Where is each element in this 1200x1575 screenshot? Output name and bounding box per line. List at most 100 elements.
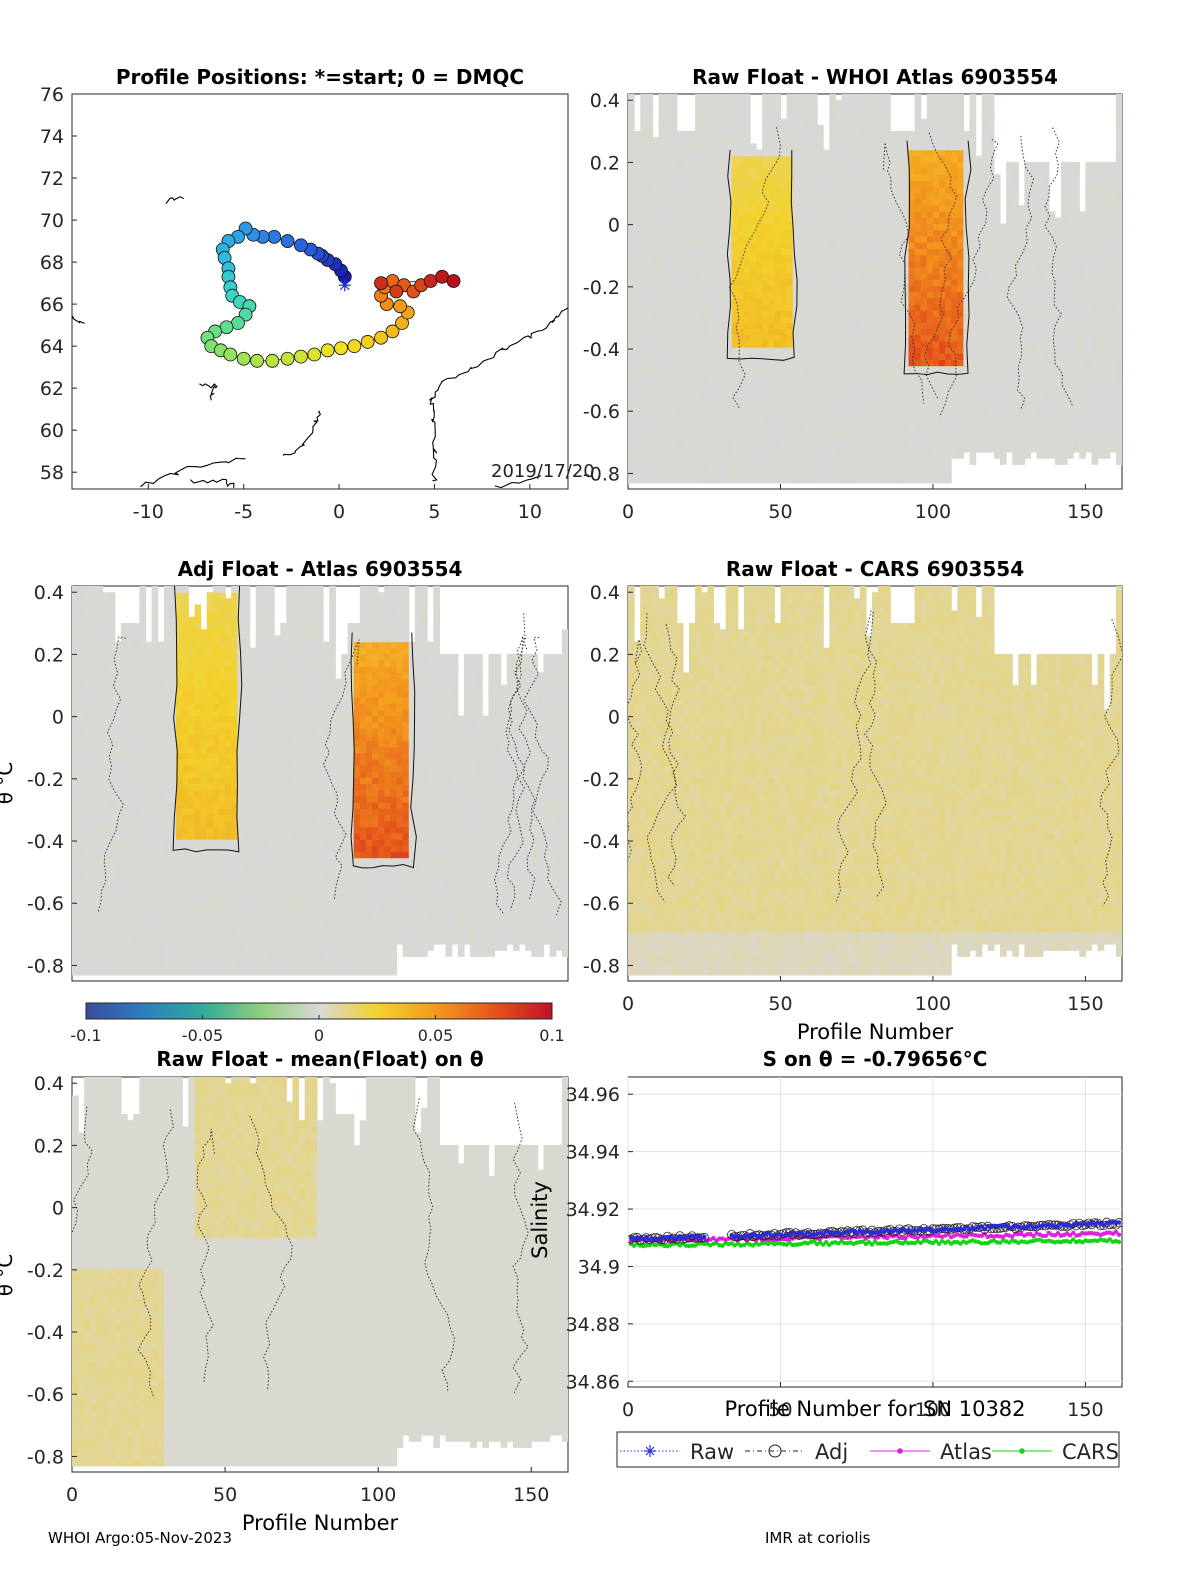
heatmap-cell [743, 359, 751, 367]
heatmap-cell [859, 353, 867, 360]
heatmap-cell [1079, 236, 1086, 243]
heatmap-cell [640, 223, 647, 231]
heatmap-cell [981, 161, 989, 169]
heatmap-cell [670, 186, 678, 194]
heatmap-cell [707, 476, 714, 484]
heatmap-cell [701, 149, 708, 157]
heatmap-cell [847, 229, 855, 237]
heatmap-cell [1085, 285, 1093, 293]
heatmap-cell [750, 384, 757, 391]
heatmap-cell [1042, 390, 1050, 398]
heatmap-cell [1042, 303, 1050, 311]
heatmap-cell [884, 279, 891, 286]
heatmap-cell [1018, 414, 1025, 422]
heatmap-cell [1103, 273, 1111, 280]
heatmap-cell [1085, 359, 1093, 367]
heatmap-cell [939, 266, 946, 274]
heatmap-cell [72, 888, 79, 896]
heatmap-cell [926, 248, 934, 256]
heatmap-cell [743, 458, 751, 465]
heatmap-cell [987, 439, 995, 447]
heatmap-cell [981, 168, 989, 175]
heatmap-cell [908, 254, 916, 262]
heatmap-cell [969, 427, 977, 435]
heatmap-cell [1115, 242, 1122, 249]
heatmap-cell [1024, 297, 1032, 305]
heatmap-cell [750, 279, 757, 286]
heatmap-cell [1030, 161, 1038, 169]
heatmap-cell [963, 414, 971, 422]
heatmap-cell [975, 155, 983, 163]
heatmap-cell [737, 464, 745, 472]
heatmap-cell [695, 266, 702, 274]
heatmap-cell [719, 297, 727, 305]
heatmap-cell [84, 746, 91, 754]
heatmap-cell [908, 242, 916, 249]
heatmap-cell [853, 322, 861, 330]
heatmap-cell [847, 427, 855, 435]
heatmap-cell [957, 353, 964, 360]
heatmap-cell [890, 439, 897, 447]
heatmap-cell [865, 359, 873, 367]
heatmap-cell [981, 186, 989, 194]
heatmap-cell [981, 229, 989, 237]
heatmap-cell [695, 445, 702, 453]
heatmap-cell [701, 433, 708, 441]
heatmap-cell [1091, 421, 1099, 428]
heatmap-cell [914, 365, 922, 373]
heatmap-cell [920, 322, 928, 330]
heatmap-cell [646, 476, 653, 484]
heatmap-cell [774, 236, 782, 243]
heatmap-cell [823, 402, 830, 410]
heatmap-cell [84, 697, 91, 704]
heatmap-cell [914, 100, 922, 107]
heatmap-cell [890, 186, 897, 194]
heatmap-cell [969, 365, 977, 373]
heatmap-cell [908, 198, 916, 206]
heatmap-cell [652, 328, 660, 336]
heatmap-cell [957, 310, 964, 317]
heatmap-cell [1073, 291, 1080, 299]
heatmap-cell [664, 365, 672, 373]
heatmap-cell [1006, 279, 1013, 286]
heatmap-cell [945, 186, 952, 194]
heatmap-cell [804, 161, 812, 169]
heatmap-cell [1006, 421, 1013, 428]
heatmap-cell [945, 359, 952, 367]
heatmap-cell [1024, 365, 1032, 373]
heatmap-cell [969, 359, 977, 367]
heatmap-cell [957, 106, 964, 114]
heatmap-cell [731, 229, 739, 237]
heatmap-cell [707, 452, 714, 459]
heatmap-cell [664, 470, 672, 478]
heatmap-cell [835, 205, 843, 212]
heatmap-cell [945, 211, 952, 219]
heatmap-cell [853, 192, 861, 200]
heatmap-cell [981, 377, 989, 385]
heatmap-cell [701, 414, 708, 422]
heatmap-cell [1012, 186, 1019, 194]
heatmap-cell [786, 180, 794, 188]
heatmap-cell [768, 340, 775, 348]
heatmap-cell [689, 217, 696, 225]
heatmap-cell [817, 192, 824, 200]
heatmap-cell [652, 334, 660, 342]
heatmap-cell [1006, 353, 1013, 360]
heatmap-cell [634, 198, 641, 206]
heatmap-cell [743, 155, 751, 163]
heatmap-cell [963, 439, 971, 447]
heatmap-cell [987, 248, 995, 256]
heatmap-cell [914, 377, 922, 385]
heatmap-cell [847, 260, 855, 268]
heatmap-cell [628, 279, 635, 286]
heatmap-cell [823, 180, 830, 188]
heatmap-cell [872, 106, 879, 114]
heatmap-cell [695, 476, 702, 484]
heatmap-cell [817, 198, 824, 206]
heatmap-cell [640, 414, 647, 422]
heatmap-cell [1073, 384, 1080, 391]
heatmap-cell [798, 421, 806, 428]
heatmap-cell [682, 273, 690, 280]
heatmap-cell [908, 433, 916, 441]
heatmap-cell [841, 353, 849, 360]
